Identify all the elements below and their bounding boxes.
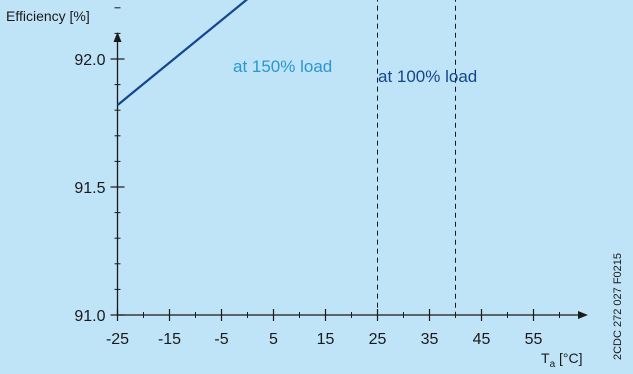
x-tick-label: 5 (269, 331, 278, 348)
y-tick-label: 91.5 (74, 180, 105, 197)
y-tick-label: 92.0 (74, 52, 105, 69)
series-label-100-load: at 100% load (378, 67, 477, 86)
x-axis-title-symbol: T (541, 350, 550, 366)
x-tick-label: -15 (158, 331, 181, 348)
x-tick-label: 15 (317, 331, 335, 348)
x-axis-title-subscript: a (550, 359, 556, 370)
x-axis-title-unit: [°C] (555, 350, 582, 366)
x-axis-arrow (578, 311, 588, 319)
x-tick-label: -5 (214, 331, 228, 348)
series-label-150-load: at 150% load (233, 57, 332, 76)
x-tick-label: 25 (369, 331, 387, 348)
y-axis-title: Efficiency [%] (6, 8, 90, 24)
y-tick-label: 91.0 (74, 308, 105, 325)
document-code-label: 2CDC 272 027 F0215 (612, 253, 624, 360)
y-axis-arrow (113, 32, 122, 42)
x-axis-title: Ta [°C] (541, 350, 583, 370)
x-tick-label: 35 (421, 331, 439, 348)
x-tick-label: 55 (525, 331, 543, 348)
reference-lines (377, 0, 456, 315)
x-tick-label: 45 (473, 331, 491, 348)
x-tick-label: -25 (106, 331, 129, 348)
